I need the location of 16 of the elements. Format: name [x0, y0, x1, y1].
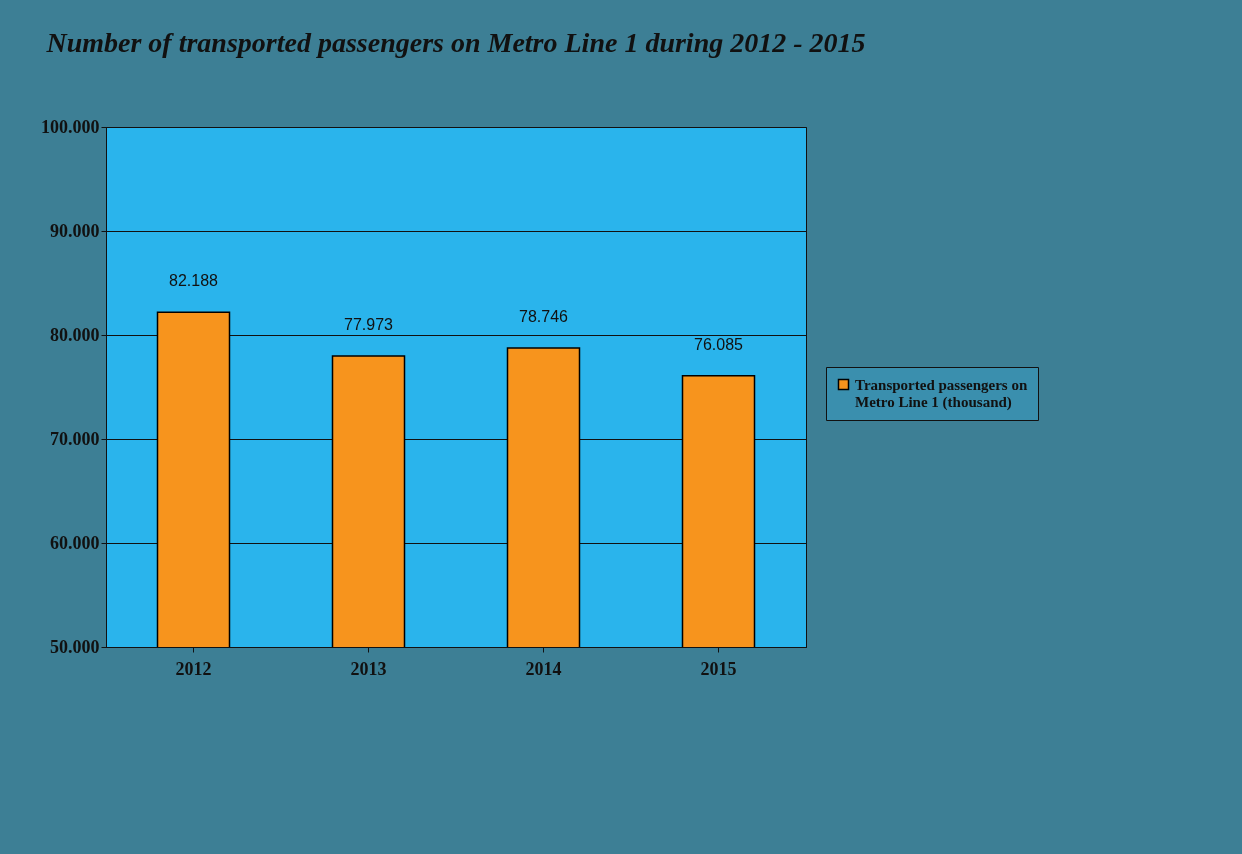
x-tick-label: 2015: [700, 658, 737, 679]
data-label: 78.746: [519, 308, 569, 326]
y-tick-label: 60.000: [50, 532, 100, 553]
legend-label: Transported passengers on Metro Line 1 (thousand): [855, 376, 1028, 411]
x-tick-label: 2014: [525, 658, 562, 679]
x-tick-label: 2012: [175, 658, 212, 679]
data-label: 82.188: [169, 272, 219, 290]
data-label: 76.085: [694, 335, 744, 353]
chart-title: Number of transported passengers on Metro Line 1 during 2012 - 2015: [45, 27, 866, 58]
y-tick-label: 50.000: [50, 636, 100, 657]
y-tick-label: 90.000: [50, 220, 100, 241]
y-tick-label: 70.000: [50, 428, 100, 449]
data-label: 77.973: [344, 316, 394, 334]
y-tick-label: 80.000: [50, 324, 100, 345]
y-tick-label: 100.000: [41, 116, 100, 137]
x-tick-label: 2013: [350, 658, 387, 679]
